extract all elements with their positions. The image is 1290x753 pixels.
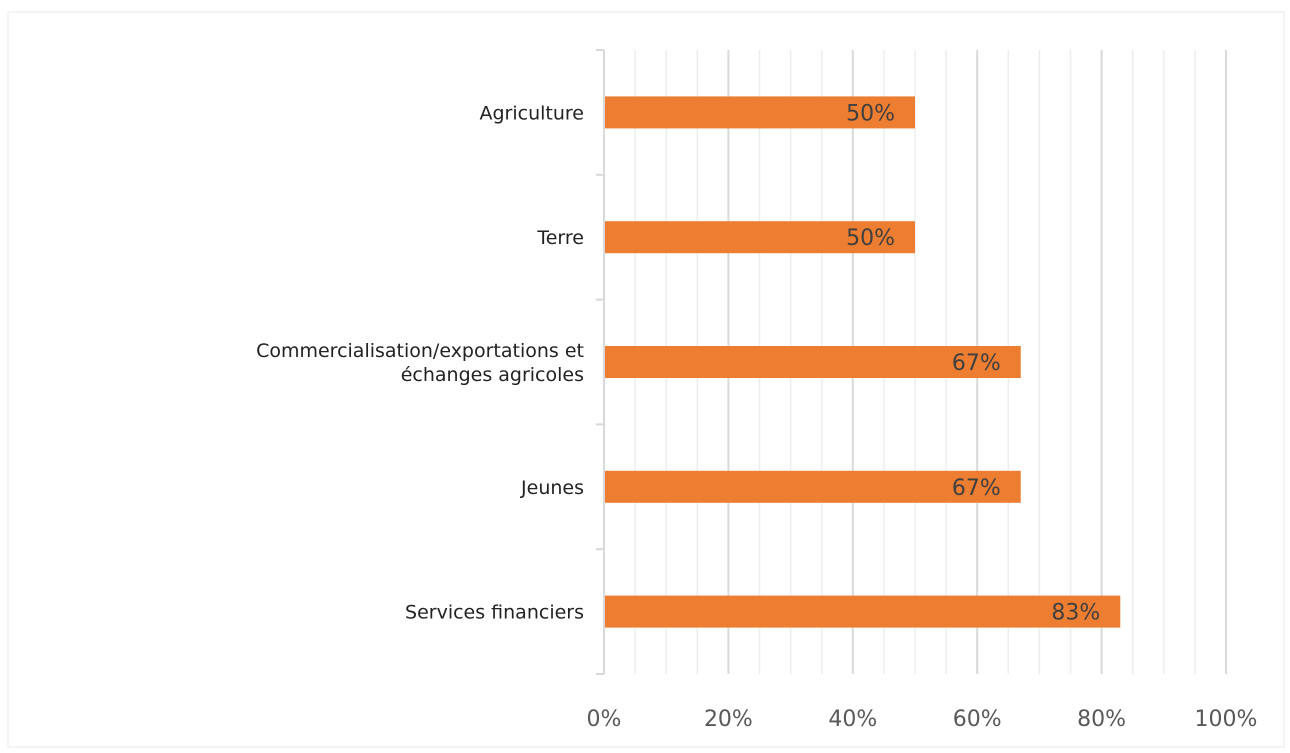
data-label: 83%: [1051, 601, 1100, 626]
category-label: Commercialisation/exportations et: [256, 340, 584, 362]
bars-group: [604, 96, 1121, 628]
bar: [604, 595, 1121, 628]
category-labels: Agriculture Terre Commercialisation/export…: [256, 102, 584, 623]
data-label: 50%: [846, 226, 895, 251]
category-label: Jeunes: [520, 477, 584, 499]
x-tick-label: 80%: [1077, 707, 1126, 732]
data-label: 67%: [952, 351, 1001, 376]
category-axis: [596, 49, 605, 675]
category-label: Services financiers: [405, 602, 584, 624]
bar: [604, 96, 915, 129]
category-label: Agriculture: [480, 102, 585, 124]
data-label: 50%: [846, 101, 895, 126]
data-labels: 50% 50% 67% 67% 83%: [846, 101, 1100, 625]
x-tick-label: 20%: [704, 707, 753, 732]
x-tick-label: 100%: [1195, 707, 1258, 732]
bar: [604, 346, 1021, 378]
x-tick-label: 60%: [953, 707, 1002, 732]
bar: [604, 470, 1021, 503]
x-tick-labels: 0% 20% 40% 60% 80% 100%: [587, 707, 1258, 732]
x-tick-label: 0%: [587, 707, 622, 732]
bar: [604, 221, 915, 254]
category-label: échanges agricoles: [401, 364, 584, 386]
x-tick-label: 40%: [828, 707, 877, 732]
category-label: Terre: [536, 227, 584, 249]
data-label: 67%: [952, 476, 1001, 501]
